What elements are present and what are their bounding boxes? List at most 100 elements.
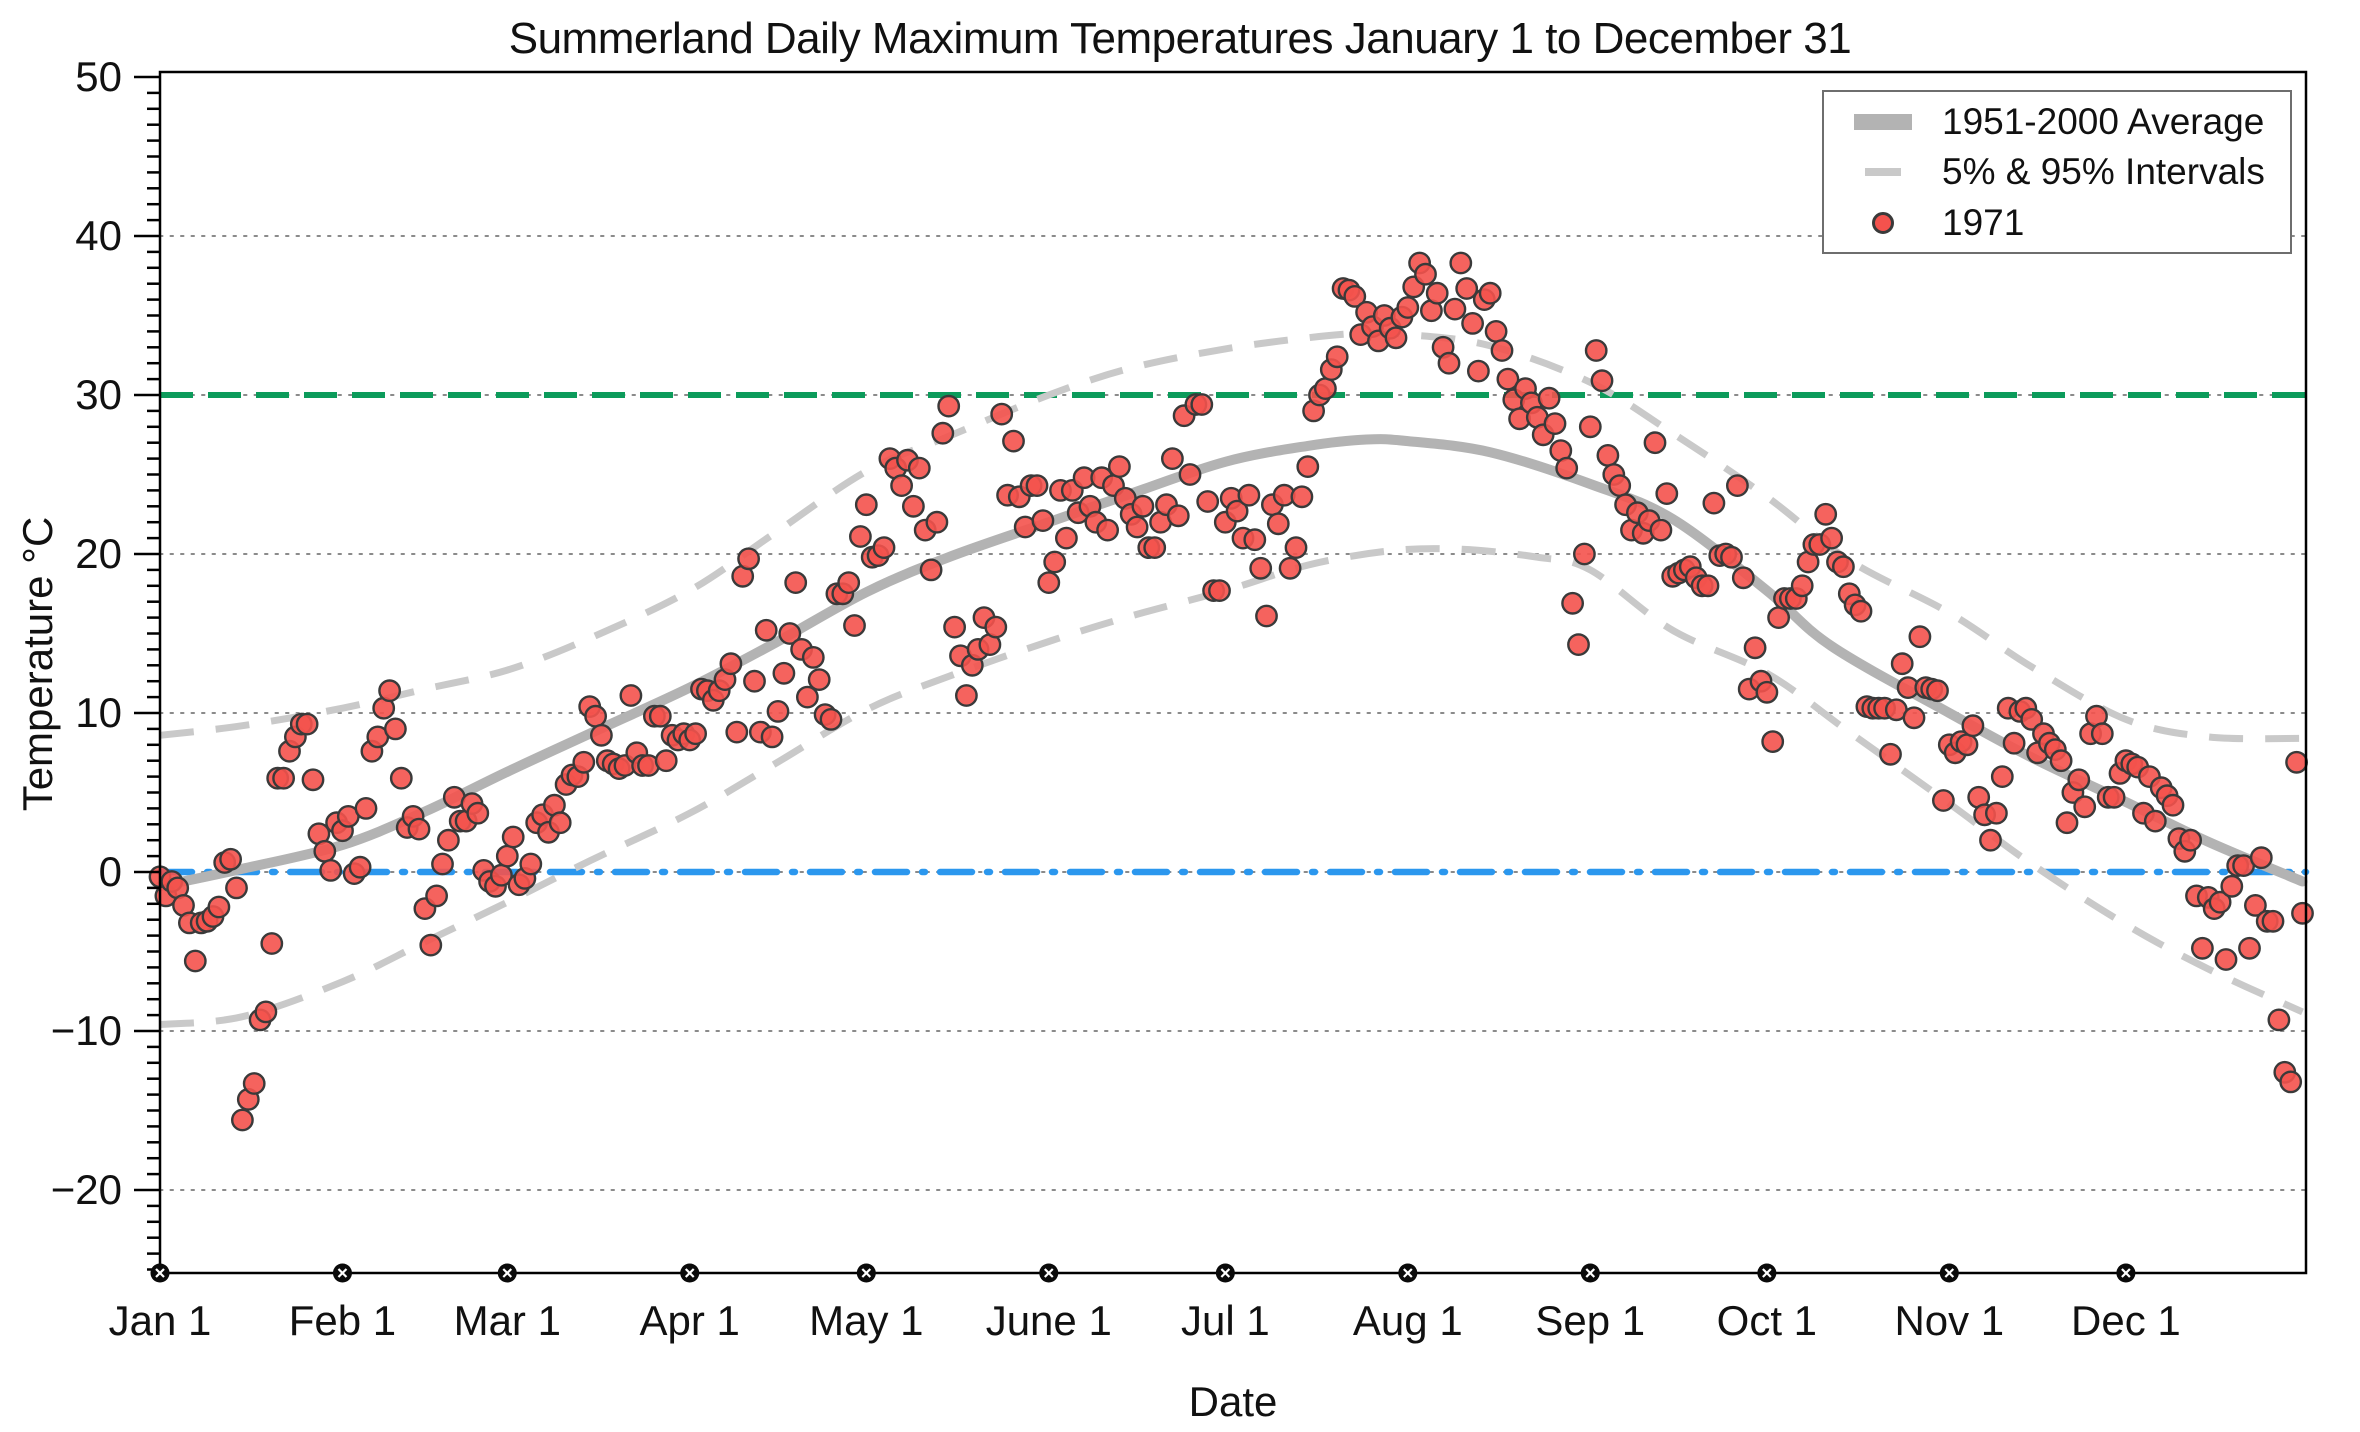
scatter-point: [501, 825, 525, 849]
scatter-point: [819, 708, 843, 731]
scatter-point: [1490, 339, 1514, 362]
scatter-point: [784, 571, 808, 594]
scatter-point: [1096, 518, 1120, 542]
x-tick-label: June 1: [986, 1297, 1112, 1344]
scatter-point: [1902, 706, 1926, 730]
scatter-point: [1037, 571, 1061, 594]
scatter-point: [1961, 714, 1985, 738]
scatter-point: [990, 402, 1014, 426]
month-tick-marker: [1939, 1263, 1959, 1283]
scatter-point: [1055, 526, 1078, 550]
scatter-point: [1125, 515, 1149, 539]
scatter-point: [301, 768, 325, 792]
y-tick-label: 30: [75, 371, 122, 418]
scatter-point: [955, 684, 978, 707]
scatter-point: [1555, 456, 1579, 480]
scatter-point: [1590, 369, 1614, 393]
scatter-point: [425, 884, 448, 908]
x-tick-label: Mar 1: [454, 1297, 561, 1344]
scatter-point: [1932, 789, 1955, 812]
scatter-point: [1755, 680, 1779, 704]
legend: 1951-2000 Average 5% & 95% Intervals 197…: [1822, 90, 2292, 254]
scatter-point: [313, 839, 337, 863]
interval-line-swatch-icon: [1865, 168, 1901, 176]
scatter-point: [1290, 485, 1314, 509]
y-tick-label: 50: [75, 53, 122, 100]
climatology-curves: [155, 329, 2308, 1029]
x-axis-title: Date: [1188, 1378, 1278, 1425]
scatter-point: [2073, 795, 2097, 819]
scatter-point: [1731, 566, 1755, 590]
scatter-point: [1208, 579, 1231, 602]
month-tick-marker: [1580, 1263, 1600, 1283]
scatter-point: [1243, 528, 1267, 552]
scatter-point: [1743, 636, 1767, 660]
scatter-point: [801, 646, 825, 669]
legend-label: 1951-2000 Average: [1942, 100, 2265, 142]
scatter-point: [725, 720, 749, 744]
scatter-point: [984, 615, 1008, 639]
y-tick-label: 10: [75, 689, 122, 736]
scatter-point: [1832, 555, 1855, 579]
scatter-point: [1478, 281, 1502, 305]
scatter-point: [760, 725, 784, 749]
x-tick-label: Jul 1: [1181, 1297, 1270, 1344]
scatter-point: [295, 712, 319, 736]
month-tick-marker: [332, 1263, 352, 1283]
scatter-point: [772, 661, 796, 685]
scatter-point: [1596, 443, 1620, 467]
scatter-point: [260, 932, 284, 955]
scatter-point: [837, 571, 861, 594]
scatter-point: [1849, 599, 1873, 623]
x-tick-label: Oct 1: [1717, 1297, 1817, 1344]
scatter-point: [1767, 606, 1791, 629]
scatter-point: [1002, 429, 1025, 453]
scatter-point: [1161, 447, 1184, 470]
scatter-point: [902, 494, 925, 518]
scatter-point: [2261, 909, 2285, 933]
scatter-point: [1255, 604, 1278, 628]
y-tick-label: 40: [75, 212, 122, 259]
scatter-point: [2267, 1008, 2291, 1032]
scatter-point: [1284, 536, 1308, 559]
scatter-point: [1196, 490, 1220, 513]
scatter-point: [778, 622, 802, 645]
scatter-point: [737, 547, 760, 571]
month-tick-marker: [1757, 1263, 1777, 1283]
scatter-point: [584, 704, 607, 728]
y-tick-label: 20: [75, 530, 122, 577]
scatter-point: [2249, 846, 2273, 870]
scatter-point: [1790, 574, 1814, 598]
scatter-point: [907, 456, 931, 480]
scatter-point: [2102, 785, 2126, 809]
scatter-point: [1190, 393, 1214, 416]
x-tick-label: Jan 1: [109, 1297, 212, 1344]
scatter-point: [1025, 474, 1049, 497]
scatter-point: [1584, 339, 1608, 362]
scatter-point: [2055, 811, 2079, 835]
scatter-point: [1720, 545, 1743, 569]
scatter-point: [1655, 482, 1679, 505]
scatter-point: [1979, 828, 2002, 852]
scatter-point: [1990, 765, 2014, 788]
scatter-point: [1573, 542, 1596, 566]
scatter-point: [1414, 262, 1437, 286]
scatter-point: [1567, 633, 1590, 656]
x-tick-label: Aug 1: [1353, 1297, 1463, 1344]
scatter-point: [2161, 793, 2185, 817]
scatter-point: [2279, 1070, 2303, 1094]
scatter-point: [1696, 574, 1720, 598]
scatter-point: [807, 668, 831, 691]
scatter-point: [572, 750, 596, 774]
scatter-point: [943, 615, 966, 639]
scatter-point: [796, 685, 819, 709]
scatter-point: [1908, 625, 1932, 649]
x-tick-label: Nov 1: [1894, 1297, 2004, 1344]
scatter-point: [766, 700, 790, 723]
month-tick-marker: [1215, 1263, 1235, 1283]
scatter-point: [2208, 890, 2232, 914]
month-tick-marker: [680, 1263, 700, 1283]
scatter-point: [1926, 679, 1949, 703]
scatter-point: [2002, 731, 2026, 755]
